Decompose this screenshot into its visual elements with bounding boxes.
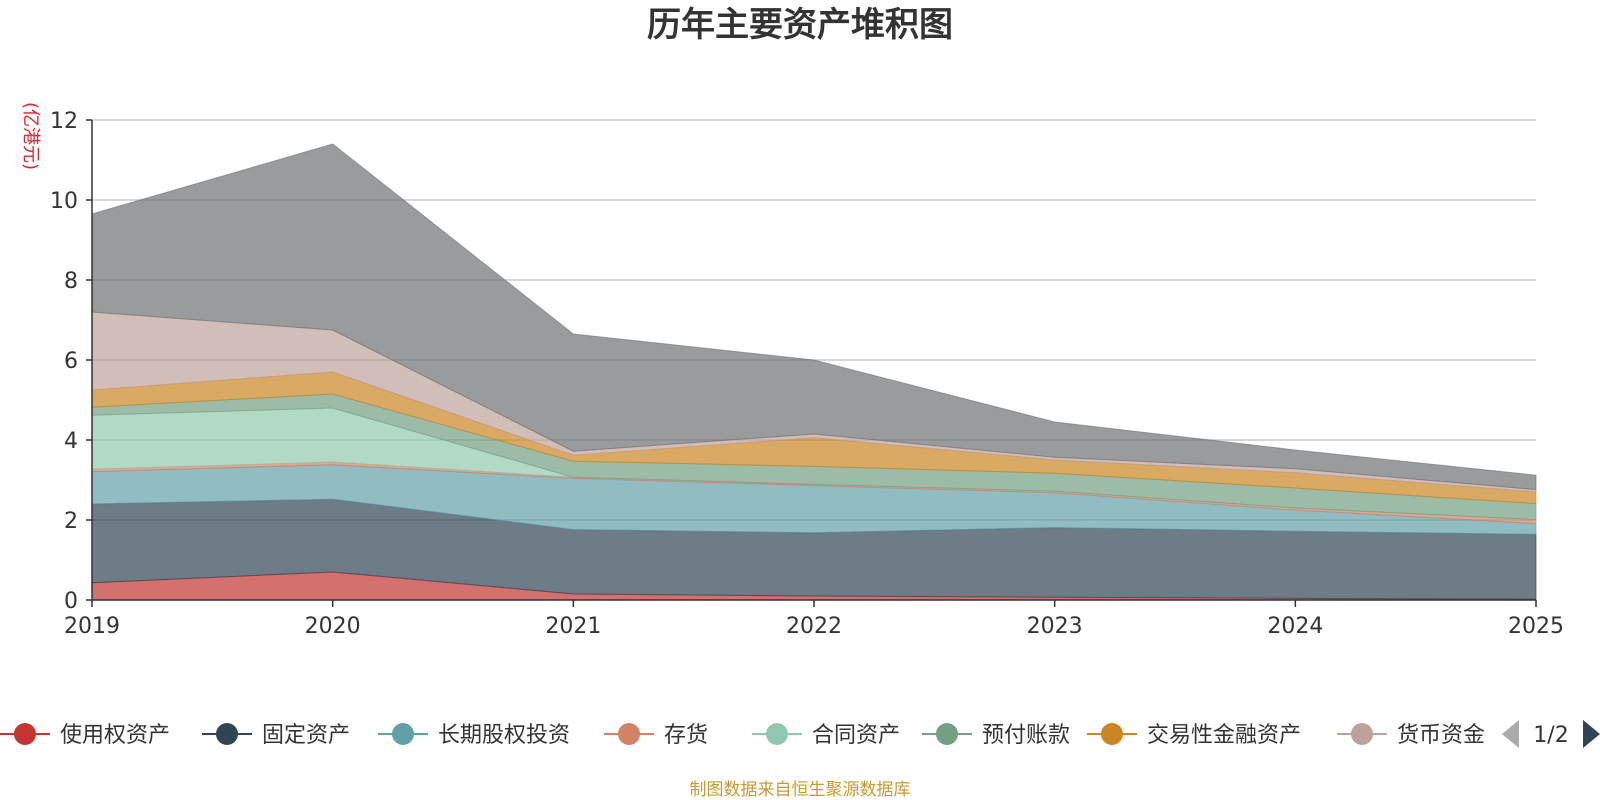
y-tick-label: 8 [64,269,78,294]
legend-marker-icon [936,723,958,745]
y-tick-labels: 0 2 4 6 8 10 12 [50,109,78,614]
legend-label: 货币资金 [1397,723,1485,748]
legend-marker-icon [1351,723,1373,745]
legend-label: 交易性金融资产 [1147,723,1301,748]
area-series-group [91,143,1537,601]
axes [86,119,1537,607]
triangle-left-icon[interactable] [1502,720,1519,748]
y-tick-label: 12 [50,109,78,134]
legend-item-5[interactable]: 预付账款 [922,723,1070,748]
legend-marker-icon [392,723,414,745]
data-source-note: 制图数据来自恒生聚源数据库 [690,780,911,800]
y-tick-label: 2 [64,509,78,534]
legend-label: 长期股权投资 [438,723,570,748]
legend-marker-icon [618,723,640,745]
area-series-8 [91,143,1537,491]
legend-page-indicator: 1/2 [1533,723,1568,748]
legend-label: 合同资产 [812,723,900,748]
x-tick-label: 2023 [1027,614,1083,639]
legend-label: 使用权资产 [60,723,170,748]
legend: 使用权资产 固定资产 长期股权投资 存货 合同资产 预付账款 交易性金融资产 货币资金 1/2 [0,720,1600,748]
y-tick-label: 0 [64,589,78,614]
legend-marker-icon [14,723,36,745]
legend-item-0[interactable]: 使用权资产 [0,723,170,748]
legend-marker-icon [216,723,238,745]
legend-item-7[interactable]: 货币资金 [1337,723,1485,748]
legend-marker-icon [1101,723,1123,745]
legend-label: 固定资产 [262,723,350,748]
x-tick-label: 2025 [1508,614,1564,639]
x-tick-label: 2021 [545,614,601,639]
triangle-right-icon[interactable] [1583,720,1600,748]
y-tick-label: 10 [50,189,78,214]
chart-title: 历年主要资产堆积图 [647,5,953,45]
legend-item-1[interactable]: 固定资产 [202,723,350,748]
x-tick-label: 2024 [1267,614,1323,639]
legend-marker-icon [766,723,788,745]
legend-label: 预付账款 [982,723,1070,748]
legend-label: 存货 [664,723,708,748]
x-tick-label: 2020 [305,614,361,639]
x-tick-labels: 2019 2020 2021 2022 2023 2024 2025 [64,614,1564,639]
y-axis-unit-label: (亿港元) [20,102,41,170]
y-tick-label: 4 [64,429,78,454]
y-tick-label: 6 [64,349,78,374]
x-tick-label: 2022 [786,614,842,639]
legend-item-6[interactable]: 交易性金融资产 [1087,723,1301,748]
x-tick-label: 2019 [64,614,120,639]
legend-item-3[interactable]: 存货 [604,723,708,748]
legend-item-4[interactable]: 合同资产 [752,723,900,748]
legend-item-2[interactable]: 长期股权投资 [378,723,570,748]
